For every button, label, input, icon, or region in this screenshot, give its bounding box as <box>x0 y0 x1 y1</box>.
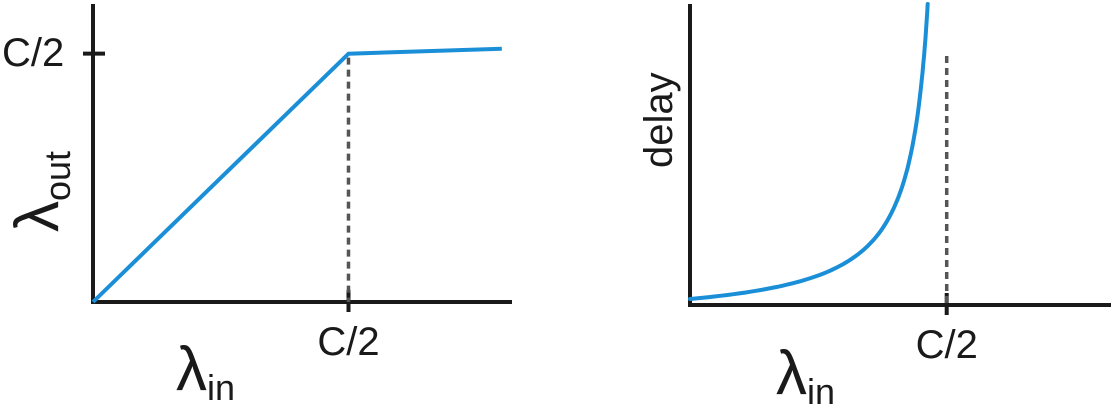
throughput-x-label-sub: in <box>207 367 235 404</box>
delay-x-tick-label: C/2 <box>916 323 978 367</box>
throughput-series-line <box>91 46 502 304</box>
throughput-y-label: λout <box>3 151 78 232</box>
throughput-y-label-sub: out <box>37 151 78 201</box>
throughput-y-label-symbol: λ <box>3 201 72 232</box>
delay-chart: C/2 delay λin <box>637 2 1111 404</box>
throughput-x-label: λin <box>176 335 235 404</box>
throughput-y-tick-label: C/2 <box>2 31 64 75</box>
throughput-x-tick-label: C/2 <box>317 320 379 364</box>
delay-x-label: λin <box>776 339 835 404</box>
delay-y-label: delay <box>637 72 681 168</box>
throughput-chart: C/2 C/2 λout λin <box>2 4 512 404</box>
svg-text:λout: λout <box>3 151 78 232</box>
delay-x-label-symbol: λ <box>776 339 807 404</box>
throughput-x-label-symbol: λ <box>176 335 207 404</box>
delay-x-label-sub: in <box>807 371 835 404</box>
delay-series-curve <box>688 2 930 301</box>
